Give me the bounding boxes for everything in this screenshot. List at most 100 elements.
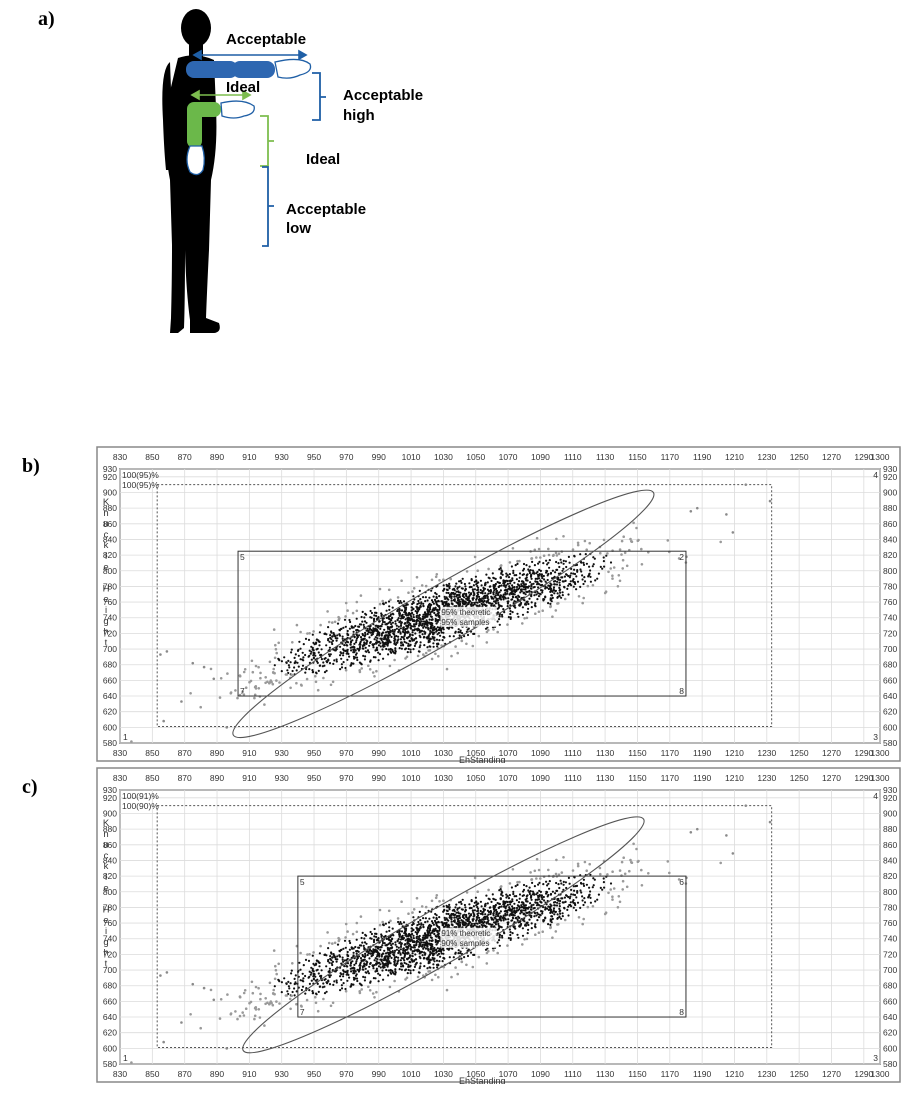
data-point xyxy=(435,638,439,641)
data-point xyxy=(386,946,389,950)
data-point xyxy=(414,958,418,961)
data-point xyxy=(487,567,490,571)
data-point xyxy=(380,638,383,642)
data-point xyxy=(370,628,373,632)
data-point xyxy=(515,595,518,598)
data-point xyxy=(304,637,308,640)
y-tick-label-right: 720 xyxy=(883,949,897,959)
data-point xyxy=(612,887,616,890)
data-point xyxy=(559,909,562,912)
data-point xyxy=(510,919,514,922)
data-point xyxy=(621,888,624,891)
data-point xyxy=(330,959,333,962)
data-point xyxy=(361,620,364,623)
data-point xyxy=(465,642,468,646)
y-axis-label-letter: e xyxy=(103,915,108,926)
data-point xyxy=(376,958,379,961)
data-point xyxy=(629,858,632,862)
data-point xyxy=(435,608,439,611)
data-point xyxy=(427,603,431,606)
data-point xyxy=(522,562,526,566)
data-point xyxy=(350,983,353,986)
data-point xyxy=(557,873,561,876)
data-point xyxy=(539,556,542,559)
data-point xyxy=(515,910,518,913)
data-point xyxy=(416,614,419,617)
data-point xyxy=(461,601,464,604)
rect-corner-label: 8 xyxy=(679,686,684,696)
data-point xyxy=(621,567,624,570)
data-point xyxy=(254,664,258,668)
data-point xyxy=(258,1016,262,1019)
data-point xyxy=(468,582,471,585)
x-tick-label-top: 1270 xyxy=(822,773,841,783)
data-point xyxy=(290,994,294,998)
data-point xyxy=(555,554,559,557)
x-tick-label-bottom: 1190 xyxy=(693,748,712,758)
data-point xyxy=(400,956,403,960)
data-point xyxy=(372,646,375,649)
annotation-bg xyxy=(440,606,497,627)
data-point xyxy=(387,653,390,656)
data-point xyxy=(496,941,499,944)
data-point xyxy=(525,574,528,577)
data-point xyxy=(504,589,507,592)
data-point xyxy=(547,882,550,885)
data-point xyxy=(381,969,384,972)
data-point xyxy=(432,947,435,950)
data-point xyxy=(548,880,551,883)
data-point xyxy=(413,638,416,641)
data-point xyxy=(320,648,323,651)
data-point xyxy=(513,586,516,589)
data-point xyxy=(555,858,558,862)
data-point xyxy=(420,624,423,627)
data-point xyxy=(414,623,417,626)
data-point xyxy=(348,618,351,622)
data-point xyxy=(331,680,335,684)
data-point xyxy=(409,954,412,957)
data-point xyxy=(344,989,348,993)
data-point xyxy=(355,977,359,980)
data-point xyxy=(342,972,345,976)
data-point xyxy=(522,890,525,893)
data-point xyxy=(486,581,489,584)
data-point xyxy=(442,584,445,587)
data-point xyxy=(302,643,305,646)
data-point xyxy=(445,591,448,594)
data-point xyxy=(609,888,612,891)
data-point xyxy=(397,599,400,603)
data-point xyxy=(426,967,429,970)
data-point xyxy=(404,978,407,981)
data-point xyxy=(302,977,305,980)
data-point xyxy=(342,651,345,655)
data-point xyxy=(241,690,244,693)
data-point xyxy=(410,927,413,930)
data-point xyxy=(407,946,410,949)
data-point xyxy=(484,913,487,916)
data-point xyxy=(549,590,552,593)
data-point xyxy=(602,881,606,884)
x-tick-label-bottom: 870 xyxy=(178,748,192,758)
data-point xyxy=(308,982,311,985)
data-point xyxy=(271,682,275,686)
data-point xyxy=(442,905,445,908)
data-point xyxy=(419,957,422,960)
data-point xyxy=(567,905,570,908)
data-point xyxy=(299,979,302,982)
data-point xyxy=(361,955,365,958)
data-point xyxy=(428,939,431,942)
x-tick-label-top: 830 xyxy=(113,452,127,462)
data-point xyxy=(551,596,554,599)
data-point xyxy=(592,556,595,559)
data-point xyxy=(525,564,528,567)
data-point xyxy=(325,633,328,636)
x-tick-label-bottom: 1270 xyxy=(822,1069,841,1079)
data-point xyxy=(421,954,424,957)
data-point xyxy=(561,912,564,915)
data-point xyxy=(419,630,422,633)
data-point xyxy=(419,641,422,644)
data-point xyxy=(367,630,370,634)
data-point xyxy=(469,585,472,588)
data-point xyxy=(348,939,351,943)
data-point xyxy=(418,613,421,617)
